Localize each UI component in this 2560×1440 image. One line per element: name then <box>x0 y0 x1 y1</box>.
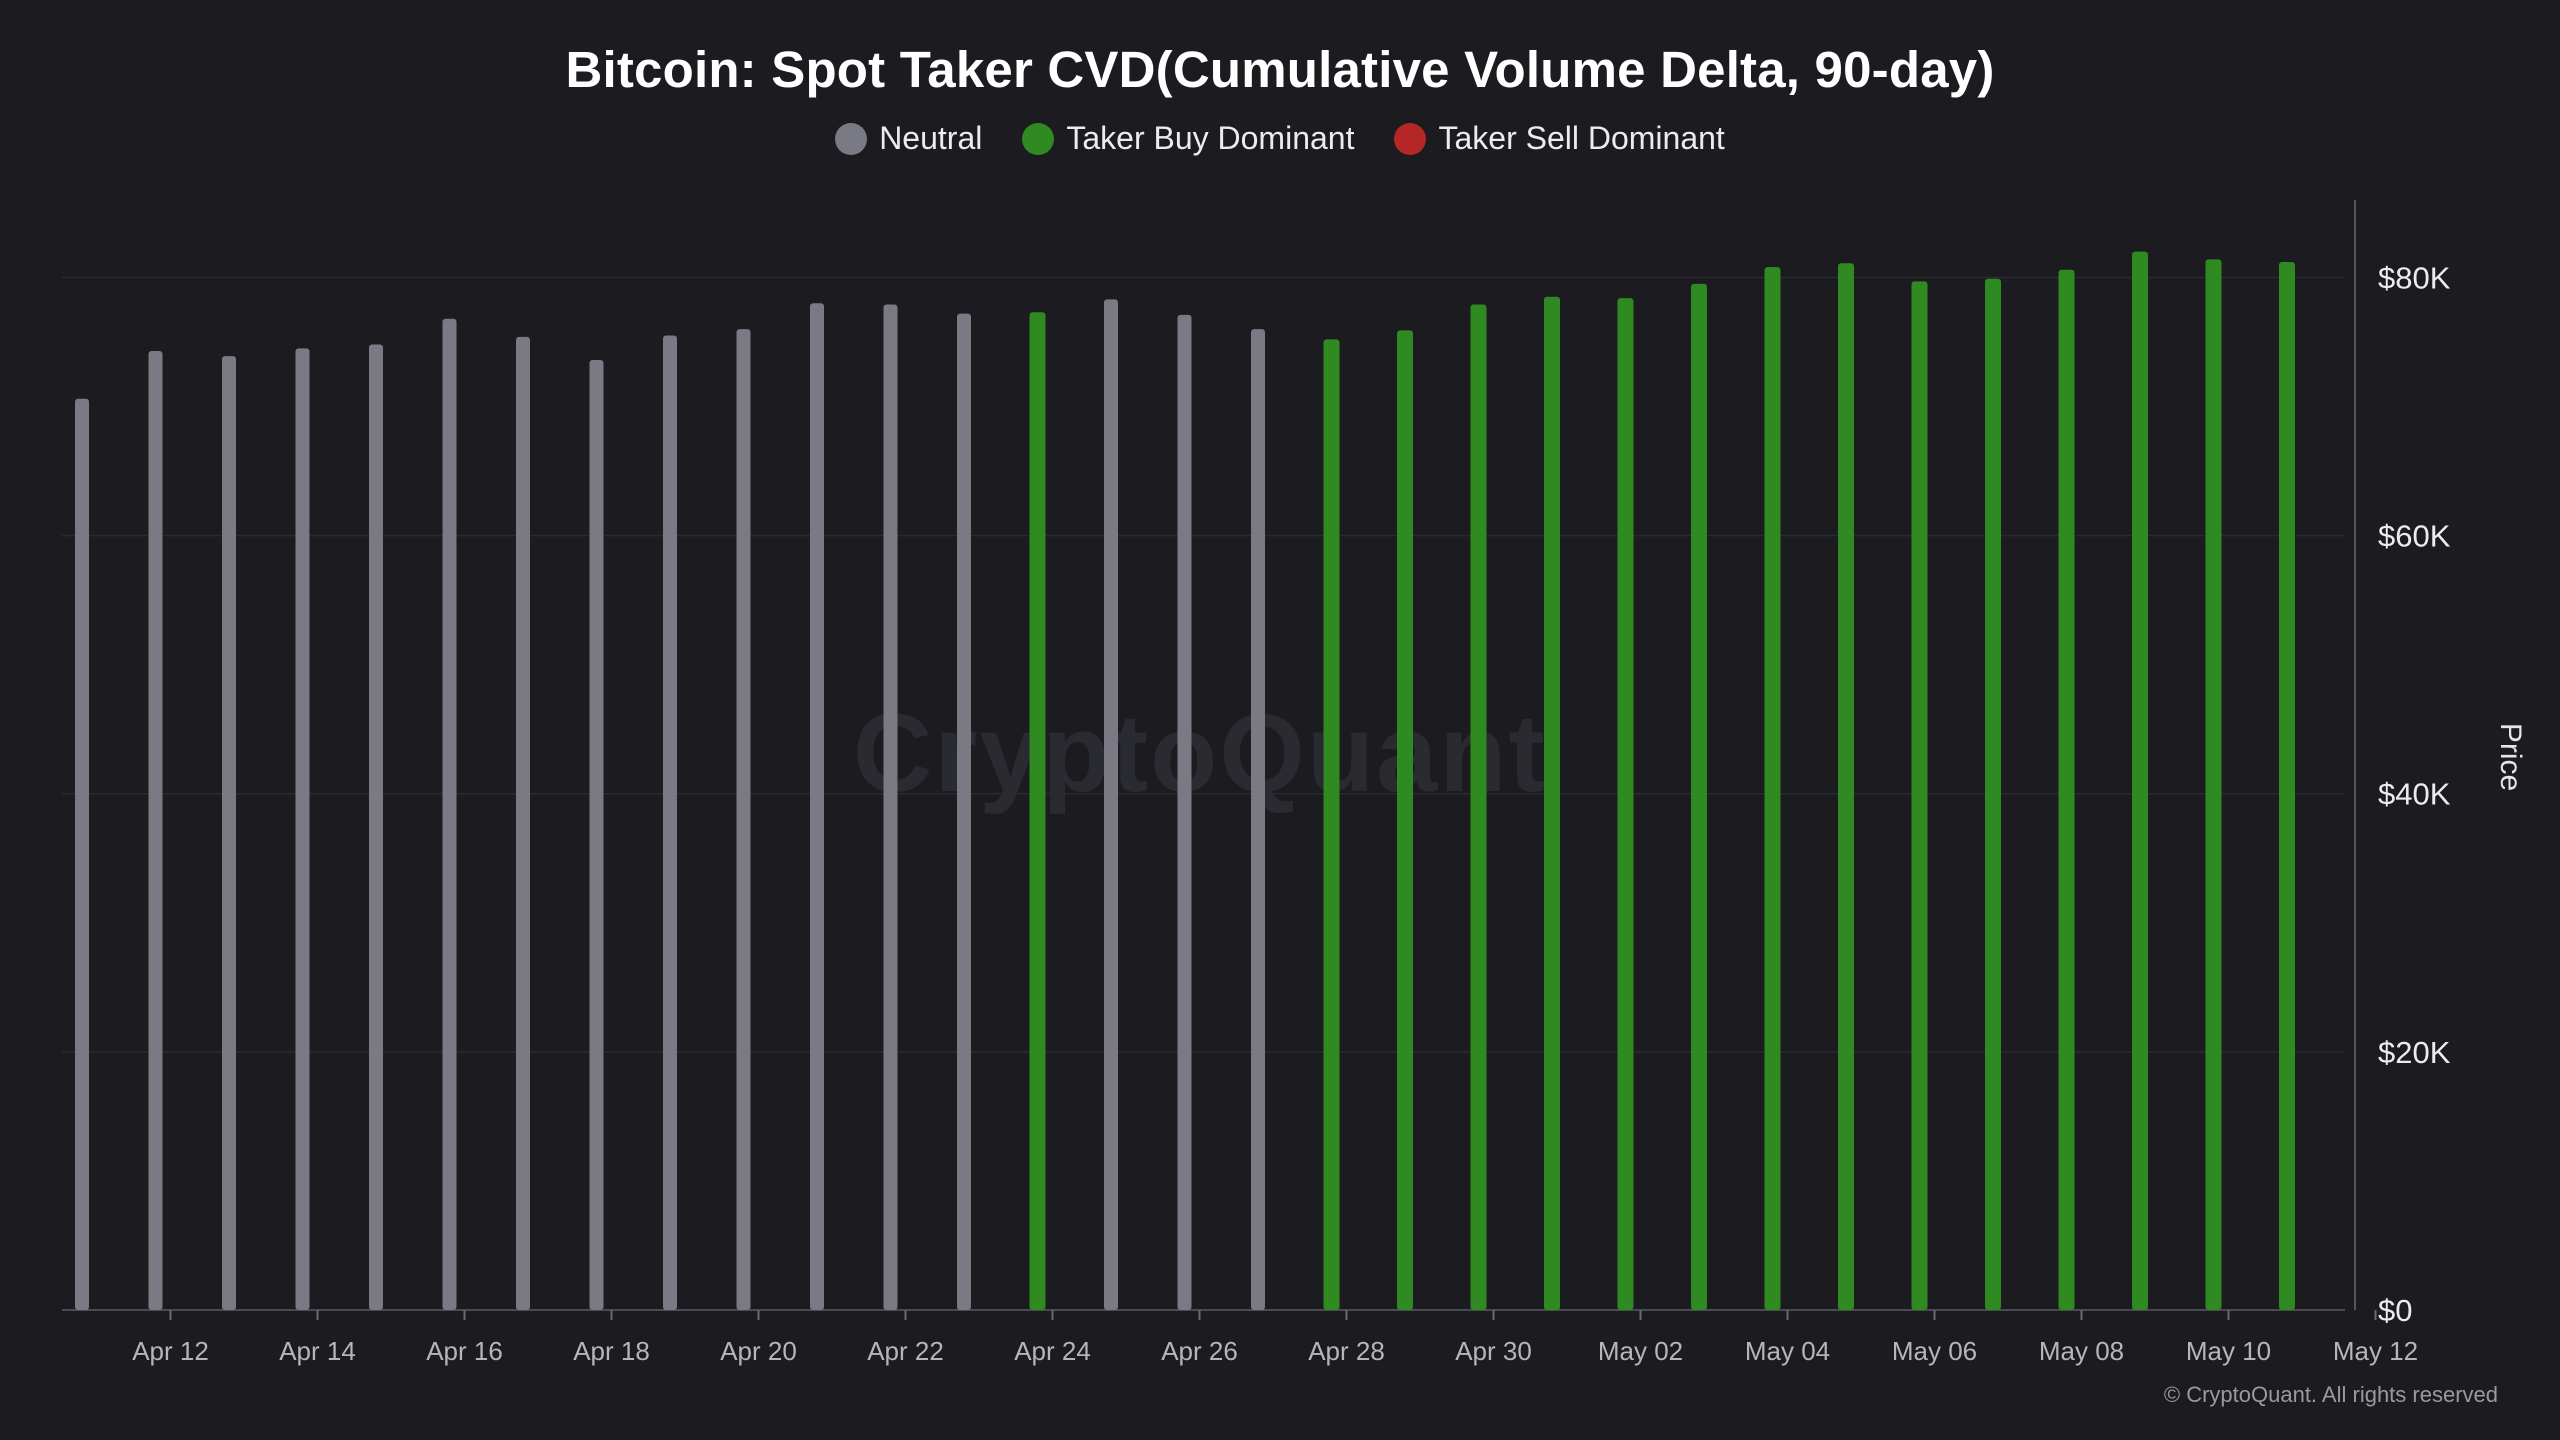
x-tick-label-14: May 10 <box>2186 1336 2271 1366</box>
x-tick-label-1: Apr 14 <box>279 1336 356 1366</box>
bar-31 <box>2279 261 2295 1310</box>
x-tick-label-8: Apr 28 <box>1308 1336 1385 1366</box>
copyright-text: © CryptoQuant. All rights reserved <box>2163 1382 2498 1407</box>
x-tick-label-10: May 02 <box>1598 1336 1683 1366</box>
bar-5 <box>369 344 383 1311</box>
y-tick-label-2: $40K <box>2378 777 2451 812</box>
x-tick-label-12: May 06 <box>1892 1336 1977 1366</box>
x-tick-label-4: Apr 20 <box>720 1336 797 1366</box>
bar-26 <box>1911 281 1928 1310</box>
x-tick-label-13: May 08 <box>2039 1336 2124 1366</box>
bar-1 <box>75 398 89 1310</box>
y-tick-label-4: $80K <box>2378 260 2451 295</box>
bar-8 <box>589 360 604 1310</box>
legend-item-neutral[interactable]: Neutral <box>835 120 982 157</box>
y-axis-title: Price <box>2494 722 2527 792</box>
y-tick-label-0: $0 <box>2378 1293 2412 1328</box>
legend-item-taker-buy[interactable]: Taker Buy Dominant <box>1022 120 1354 157</box>
bar-7 <box>516 336 530 1310</box>
bar-3 <box>222 356 236 1310</box>
bar-19 <box>1397 330 1413 1310</box>
bar-6 <box>442 318 457 1311</box>
bar-28 <box>2058 269 2075 1311</box>
bar-4 <box>295 348 310 1310</box>
x-tick-label-6: Apr 24 <box>1014 1336 1091 1366</box>
bar-10 <box>736 329 751 1310</box>
bar-20 <box>1470 304 1487 1310</box>
bar-27 <box>1985 278 2001 1310</box>
bar-21 <box>1544 296 1560 1310</box>
x-tick-label-7: Apr 26 <box>1161 1336 1238 1366</box>
x-tick-label-3: Apr 18 <box>573 1336 650 1366</box>
legend: Neutral Taker Buy Dominant Taker Sell Do… <box>0 120 2560 157</box>
bar-12 <box>883 304 898 1310</box>
legend-dot-neutral-icon <box>835 122 868 155</box>
bar-17 <box>1251 329 1265 1310</box>
legend-item-taker-sell[interactable]: Taker Sell Dominant <box>1394 120 1725 157</box>
x-tick-label-9: Apr 30 <box>1455 1336 1532 1366</box>
bar-25 <box>1838 263 1854 1311</box>
legend-label-taker-sell: Taker Sell Dominant <box>1438 120 1725 156</box>
bar-14 <box>1029 312 1046 1310</box>
x-tick-label-0: Apr 12 <box>132 1336 209 1366</box>
bar-9 <box>663 335 677 1310</box>
x-tick-label-15: May 12 <box>2333 1336 2418 1366</box>
bar-13 <box>957 313 971 1310</box>
x-tick-label-2: Apr 16 <box>426 1336 503 1366</box>
chart-title: Bitcoin: Spot Taker CVD(Cumulative Volum… <box>565 41 1995 98</box>
bar-18 <box>1323 339 1340 1310</box>
legend-dot-taker-buy-icon <box>1022 122 1055 155</box>
bar-15 <box>1104 299 1118 1310</box>
x-tick-label-5: Apr 22 <box>867 1336 944 1366</box>
bar-2 <box>148 351 163 1311</box>
x-tick-label-11: May 04 <box>1745 1336 1830 1366</box>
bar-29 <box>2132 251 2148 1310</box>
bar-24 <box>1764 267 1781 1311</box>
legend-label-neutral: Neutral <box>879 120 983 156</box>
bar-11 <box>810 303 824 1310</box>
bar-22 <box>1617 298 1634 1310</box>
bar-30 <box>2205 259 2222 1311</box>
legend-label-taker-buy: Taker Buy Dominant <box>1066 120 1355 156</box>
bar-23 <box>1691 283 1707 1310</box>
bar-16 <box>1177 314 1192 1311</box>
y-tick-label-1: $20K <box>2378 1035 2451 1070</box>
legend-dot-taker-sell-icon <box>1394 122 1427 155</box>
y-tick-label-3: $60K <box>2378 519 2451 554</box>
